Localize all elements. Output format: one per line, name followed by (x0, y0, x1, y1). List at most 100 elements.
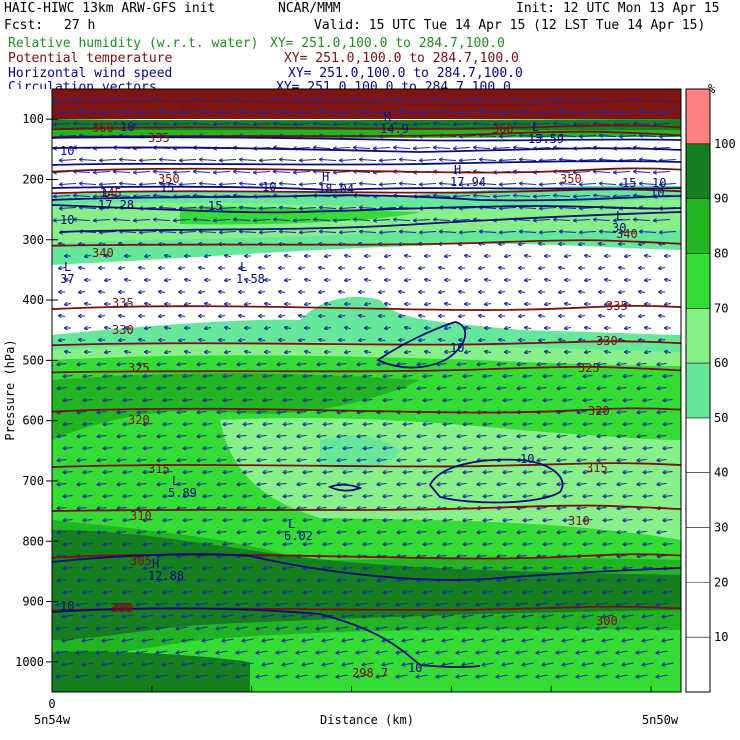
vector-arrow (178, 460, 187, 461)
vector-arrow (525, 328, 532, 329)
org-label: NCAR/MMM (278, 1, 341, 16)
vector-arrow (258, 484, 267, 485)
vector-arrow (340, 112, 357, 113)
vector-arrow (598, 364, 607, 365)
vector-arrow (320, 112, 337, 113)
vector-arrow (334, 100, 351, 101)
wind-label-2: 10 (262, 180, 276, 194)
vector-arrow (579, 292, 586, 293)
vector-arrow (658, 388, 667, 389)
vector-arrow (318, 484, 327, 485)
vector-arrow (320, 232, 337, 233)
vector-arrow (284, 376, 293, 377)
vector-arrow (480, 232, 497, 233)
vector-arrow (239, 316, 246, 317)
vector-arrow (260, 184, 277, 185)
vector-arrow (620, 160, 637, 161)
vector-arrow (379, 292, 386, 293)
vector-arrow (554, 196, 571, 197)
vector-arrow (659, 316, 666, 317)
vector-arrow (118, 460, 127, 461)
vector-arrow (400, 232, 417, 233)
vector-arrow (614, 196, 631, 197)
vector-arrow (564, 424, 573, 425)
vector-arrow (639, 244, 646, 245)
vector-arrow (298, 364, 307, 365)
vector-arrow (280, 160, 297, 161)
vector-arrow (384, 424, 393, 425)
vector-arrow (565, 328, 572, 329)
vector-arrow (204, 400, 213, 401)
vector-arrow (345, 352, 352, 353)
vector-arrow (198, 388, 207, 389)
vector-arrow (604, 448, 613, 449)
vector-arrow (405, 352, 412, 353)
vector-arrow (465, 352, 472, 353)
vector-arrow (519, 244, 526, 245)
vector-arrow (494, 124, 511, 125)
vector-arrow (419, 268, 426, 269)
vector-arrow (78, 412, 87, 413)
vector-arrow (539, 244, 546, 245)
vector-arrow (319, 340, 326, 341)
vector-arrow (78, 484, 87, 485)
vector-arrow (398, 388, 407, 389)
vector-arrow (440, 184, 457, 185)
vector-arrow (299, 316, 306, 317)
vector-arrow (364, 376, 373, 377)
vector-arrow (219, 292, 226, 293)
vector-arrow (465, 256, 472, 257)
vector-arrow (604, 424, 613, 425)
vector-arrow (99, 292, 106, 293)
vector-arrow (364, 400, 373, 401)
fcst-value: 27 h (64, 18, 96, 33)
vector-arrow (585, 280, 592, 281)
vector-arrow (225, 328, 232, 329)
vector-arrow (419, 316, 426, 317)
vector-arrow (244, 472, 253, 473)
vector-arrow (260, 112, 277, 113)
vector-arrow (360, 208, 377, 209)
vector-arrow (185, 304, 192, 305)
colorbar-tick-label-20: 20 (714, 575, 728, 589)
vector-arrow (94, 100, 111, 101)
vector-arrow (634, 220, 651, 221)
field-rh-name: Relative humidity (w.r.t. water) (8, 36, 259, 51)
vector-arrow (464, 472, 473, 473)
field-vectors-xy: XY= 251.0,100.0 to 284.7,100.0 (276, 81, 511, 89)
y-axis-label: Pressure (hPa) (3, 339, 17, 440)
vector-arrow (240, 160, 257, 161)
vector-arrow (240, 112, 257, 113)
vector-arrow (579, 244, 586, 245)
vector-arrow (514, 196, 531, 197)
vector-arrow (380, 184, 397, 185)
vector-arrow (200, 160, 217, 161)
vector-arrow (160, 184, 177, 185)
vector-arrow (560, 208, 577, 209)
vector-arrow (665, 352, 672, 353)
vector-arrow (584, 400, 593, 401)
vector-arrow (639, 292, 646, 293)
vector-arrow (554, 124, 571, 125)
vector-arrow (604, 400, 613, 401)
vector-arrow (644, 472, 653, 473)
vector-arrow (125, 352, 132, 353)
x-axis-label: Distance (km) (320, 713, 414, 727)
vector-arrow (605, 304, 612, 305)
vector-arrow (634, 172, 651, 173)
vector-arrow (264, 448, 273, 449)
vector-arrow (544, 424, 553, 425)
vector-arrow (85, 304, 92, 305)
vector-arrow (458, 484, 467, 485)
field-rh-xy: XY= 251.0,100.0 to 284.7,100.0 (270, 36, 505, 51)
vector-arrow (105, 280, 112, 281)
vector-arrow (374, 124, 391, 125)
vector-arrow (454, 196, 471, 197)
wind-label-3: 15 (208, 199, 222, 213)
vector-arrow (140, 184, 157, 185)
vector-arrow (625, 304, 632, 305)
vector-arrow (274, 220, 291, 221)
vector-arrow (285, 328, 292, 329)
vector-arrow (80, 112, 97, 113)
theta-label-18: 330 (596, 334, 618, 348)
